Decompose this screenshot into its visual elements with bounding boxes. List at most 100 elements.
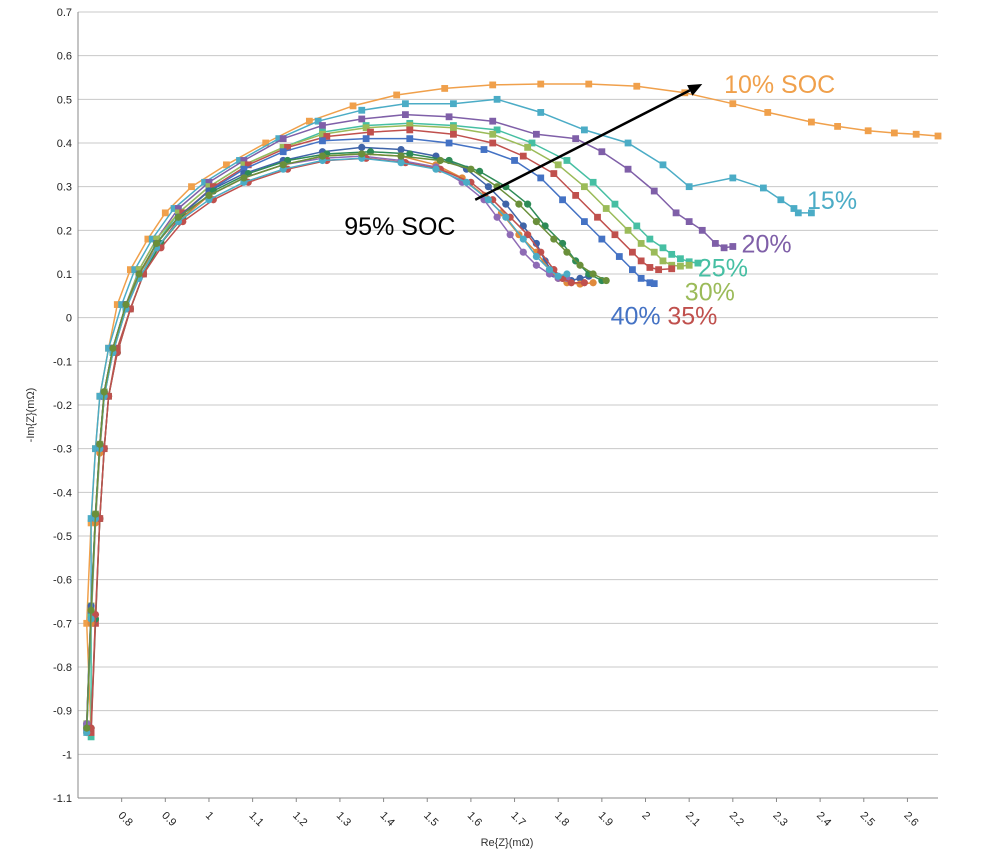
data-point [358, 150, 366, 158]
data-point [650, 280, 658, 288]
annotation-label: 25% [698, 254, 748, 282]
data-point [135, 266, 143, 274]
x-tick-label: 1.4 [377, 810, 396, 829]
data-point [314, 117, 322, 125]
data-point [598, 235, 606, 243]
data-point [598, 148, 606, 156]
data-point [170, 205, 178, 212]
y-tick-label: -1 [62, 749, 72, 761]
data-point [759, 184, 767, 192]
y-tick-label: 0 [66, 313, 72, 325]
data-point [283, 156, 292, 165]
data-point [646, 279, 654, 287]
data-point [672, 209, 680, 217]
data-point [685, 218, 693, 225]
data-point [532, 252, 540, 261]
data-point [96, 392, 104, 400]
data-point [175, 209, 182, 217]
x-tick-label: 1.7 [508, 810, 527, 829]
data-point [720, 244, 728, 252]
y-tick-label: 0.6 [57, 51, 72, 63]
data-point [105, 344, 112, 352]
data-point [236, 157, 243, 164]
data-point [397, 145, 405, 154]
y-tick-label: -0.6 [53, 575, 72, 587]
data-point [655, 266, 663, 274]
data-point [100, 388, 108, 396]
data-point [524, 143, 532, 151]
arrow-shaft [474, 89, 691, 201]
data-point [554, 161, 562, 169]
data-point [637, 274, 645, 282]
x-tick-label: 2 [639, 810, 652, 823]
data-point [524, 200, 532, 208]
data-point [240, 161, 248, 169]
data-point [406, 122, 414, 129]
y-tick-label: -0.7 [53, 618, 72, 630]
data-point [934, 132, 942, 140]
x-tick-label: 1.3 [334, 810, 353, 829]
data-point [729, 100, 737, 108]
data-point [205, 178, 213, 186]
data-point [506, 231, 514, 239]
data-point [685, 183, 693, 191]
data-point [87, 515, 95, 522]
y-tick-label: 0.2 [57, 225, 72, 237]
data-point [244, 161, 252, 169]
data-point [188, 183, 195, 191]
x-tick-label: 1.9 [596, 810, 615, 829]
data-point [319, 130, 326, 138]
data-point [559, 196, 566, 204]
data-point [624, 226, 632, 234]
data-point [611, 200, 619, 208]
data-point [489, 139, 497, 147]
data-point [572, 135, 580, 143]
data-point [594, 213, 601, 221]
data-point [358, 143, 366, 151]
data-point [402, 111, 409, 119]
data-point [122, 300, 130, 309]
data-point [83, 619, 91, 627]
data-point [118, 301, 126, 308]
data-point [397, 152, 405, 160]
data-point [366, 148, 375, 156]
data-point [493, 95, 501, 103]
data-point [694, 259, 702, 267]
x-tick-label: 1.8 [552, 810, 571, 829]
data-point [580, 218, 588, 225]
x-tick-label: 2.4 [814, 810, 833, 829]
data-point [511, 157, 518, 164]
x-tick-label: 1.2 [290, 810, 309, 829]
data-point [537, 109, 545, 116]
data-point [794, 209, 802, 217]
data-point [279, 148, 287, 156]
data-point [113, 301, 121, 308]
y-tick-label: 0.1 [57, 269, 72, 281]
data-point [223, 161, 230, 169]
data-point [462, 178, 471, 186]
data-point [519, 152, 527, 160]
annotation-label: 95% SOC [344, 213, 455, 241]
data-point [87, 606, 95, 614]
series-line [90, 157, 585, 729]
series-group [83, 80, 942, 741]
y-tick-label: 0.5 [57, 94, 72, 106]
data-point [633, 82, 641, 90]
data-point [175, 205, 182, 212]
data-point [484, 196, 492, 204]
data-point [284, 143, 291, 151]
data-point [580, 126, 588, 134]
x-tick-label: 2.6 [901, 810, 920, 829]
data-point [262, 139, 270, 147]
data-point [637, 240, 645, 247]
data-point [406, 126, 414, 134]
data-point [441, 85, 449, 92]
data-point [91, 510, 100, 518]
data-point [698, 226, 706, 234]
series-14 [83, 150, 610, 732]
data-point [502, 213, 510, 221]
grid-lines [78, 11, 938, 799]
x-tick-label: 1 [203, 810, 216, 823]
data-point [406, 150, 414, 158]
annotation-label: 15% [807, 187, 857, 215]
